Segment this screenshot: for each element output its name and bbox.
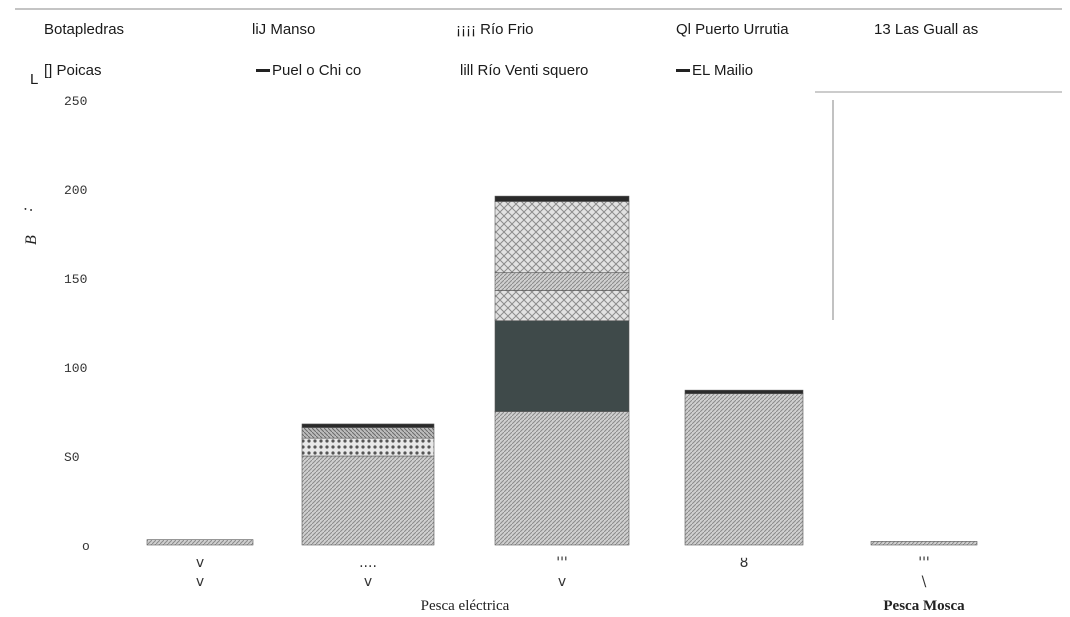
y-tick-label: S0 [64,450,80,465]
category-sublabel: v [558,574,566,590]
category-sublabel: v [196,574,204,590]
x-axis-group-label: Pesca eléctrica [421,598,510,614]
legend-swatch [256,69,270,72]
bar-stack [146,539,254,546]
legend-item: ¡¡¡¡ Río Frio [456,21,534,38]
y-tick-label: 250 [64,94,87,109]
category-label: ''' [918,555,930,571]
bar-segment [494,201,630,273]
y-axis-label-marks: : [19,207,36,212]
legend-label: Puel o Chi co [272,62,361,79]
y-tick-label: 100 [64,361,87,376]
bar-stack [870,541,978,546]
category-labels: vv....v'''vȣ '''\ [196,555,930,590]
legend-item: lill Río Venti squero [460,62,588,79]
y-ticks: 250 200 150 100 S0 o [64,94,90,554]
bar-segment [301,423,435,428]
bar-stack [301,423,435,546]
x-axis-group-label: Pesca Mosca [883,598,965,614]
x-axis-labels: Pesca eléctrica Pesca Mosca [421,598,965,614]
y-tick-label: o [82,539,90,554]
legend-swatch [676,69,690,72]
legend-item: liJ Manso [252,21,315,38]
bar-segment [301,455,435,546]
legend-label: Ql Puerto Urrutia [676,21,789,38]
bar-segment [494,272,630,291]
category-sublabel: v [364,574,372,590]
bar-segment [684,393,804,546]
legend: Botapledras liJ Manso ¡¡¡¡ Río Frio Ql Puer… [44,21,978,79]
category-label: ''' [556,555,568,571]
bars [146,195,978,546]
y-tick-label: 200 [64,183,87,198]
legend-label: [] Poicas [44,62,102,79]
category-sublabel: \ [922,574,927,590]
legend-label: lill Río Venti squero [460,62,588,79]
category-label: ȣ [740,555,749,571]
bar-segment [494,411,630,546]
y-axis-label-text: B [23,235,40,245]
legend-label: liJ Manso [252,21,315,38]
legend-item: [] Poicas [44,62,102,79]
bar-segment [494,320,630,412]
legend-item: Botapledras [44,21,124,38]
bar-segment [684,389,804,395]
legend-label: 13 Las Guall as [874,21,978,38]
bar-segment [301,427,435,439]
legend-item: Puel o Chi co [256,62,361,79]
category-label: .... [359,555,377,571]
y-tick-label: 150 [64,272,87,287]
bar-segment [494,195,630,202]
bar-segment [870,541,978,546]
legend-item: EL Mailio [676,62,753,79]
legend-item: Ql Puerto Urrutia [676,21,789,38]
y-axis-label: : B [19,207,40,245]
legend-label: ¡¡¡¡ Río Frio [456,21,534,38]
bar-segment [494,290,630,322]
legend-label: Botapledras [44,21,124,38]
corner-mark: L [30,71,38,88]
category-label: v [196,555,204,571]
bar-segment [146,539,254,546]
bar-stack [494,195,630,546]
legend-label: EL Mailio [692,62,753,79]
bar-segment [301,437,435,457]
legend-item: 13 Las Guall as [874,21,978,38]
bar-stack [684,389,804,546]
